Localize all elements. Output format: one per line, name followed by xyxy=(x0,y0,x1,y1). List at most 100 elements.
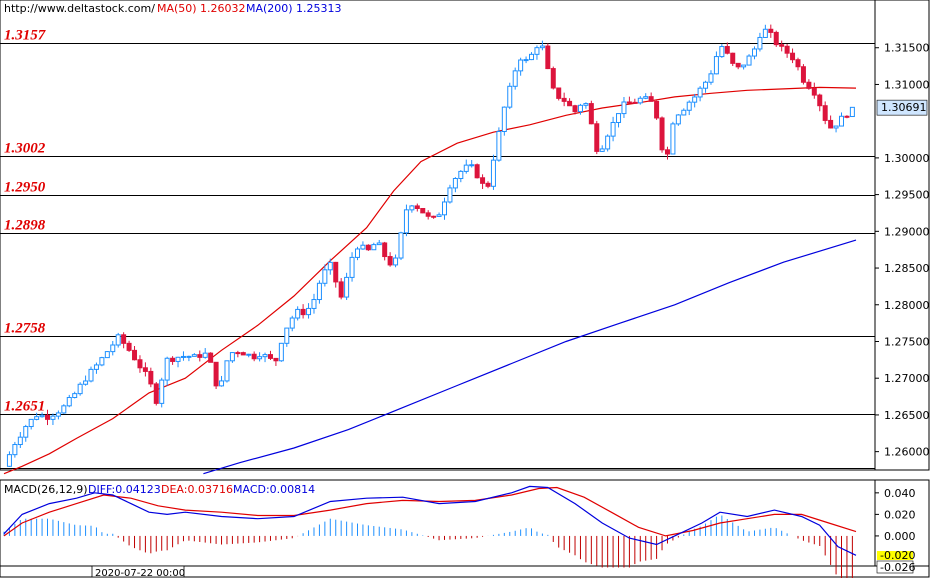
candle xyxy=(784,44,790,58)
candle xyxy=(61,404,67,414)
candle xyxy=(284,327,290,347)
candle xyxy=(735,62,741,70)
candle xyxy=(365,244,371,251)
candle xyxy=(153,382,159,406)
candle xyxy=(681,108,687,116)
macd-axis-ticks: 0.040 0.020 0.000 xyxy=(875,487,916,543)
candle xyxy=(746,54,752,66)
candle xyxy=(115,332,121,348)
candle xyxy=(45,409,51,426)
candle xyxy=(186,355,192,362)
candle xyxy=(371,242,377,251)
time-axis-bar xyxy=(0,565,930,578)
candle xyxy=(360,241,366,250)
ma200-line xyxy=(203,239,857,475)
price-tick-6: 1.28000 xyxy=(884,299,930,312)
dea-line xyxy=(3,486,857,537)
candle xyxy=(170,356,176,365)
candle xyxy=(88,366,94,383)
candle xyxy=(697,86,703,102)
candle xyxy=(675,114,681,126)
price-tick-0: 1.31500 xyxy=(884,42,930,55)
candle xyxy=(643,93,649,100)
candle xyxy=(632,98,638,104)
candle xyxy=(333,261,339,288)
candle xyxy=(550,66,556,90)
price-tick-7: 1.27500 xyxy=(884,335,930,348)
level-label-5: 1.2651 xyxy=(4,399,45,415)
candle xyxy=(142,362,148,377)
candle xyxy=(463,159,469,174)
macd-histogram xyxy=(3,515,853,578)
candle xyxy=(773,30,779,47)
macd-dea: DEA:0.03716 xyxy=(161,483,233,496)
candle xyxy=(567,98,573,107)
candle xyxy=(507,82,513,110)
price-axis-panel xyxy=(874,0,930,471)
candle xyxy=(382,241,388,261)
candle xyxy=(159,377,165,408)
macd-name: MACD(26,12,9) xyxy=(4,483,88,496)
candlesticks xyxy=(6,24,855,468)
candle xyxy=(523,56,529,64)
candle xyxy=(817,93,823,112)
candle xyxy=(398,231,404,261)
site-url[interactable]: http://www.deltastock.com/ xyxy=(4,2,155,15)
candle xyxy=(12,441,18,458)
candle xyxy=(616,113,622,128)
candle xyxy=(838,112,844,127)
candle xyxy=(99,356,105,367)
date-label: 2020-07-22 00:00 xyxy=(95,568,185,578)
candle xyxy=(425,210,431,220)
price-tick-10: 1.26000 xyxy=(884,446,930,459)
candle xyxy=(273,357,279,366)
candle xyxy=(164,356,170,386)
candle xyxy=(452,177,458,193)
candle xyxy=(828,115,834,129)
ma200-label: MA(200) xyxy=(246,2,293,15)
candle xyxy=(654,100,660,120)
candle xyxy=(626,96,632,104)
candle xyxy=(605,134,611,152)
candle xyxy=(110,341,116,356)
level-label-2: 1.2950 xyxy=(4,180,46,196)
candle xyxy=(713,51,719,75)
candle xyxy=(779,40,785,52)
candle xyxy=(83,375,89,386)
candle xyxy=(610,116,616,142)
candle xyxy=(121,332,127,349)
candle xyxy=(474,163,480,179)
candle xyxy=(23,424,29,442)
candle xyxy=(822,101,828,125)
candle xyxy=(561,92,567,107)
candle xyxy=(539,40,545,51)
candle xyxy=(648,92,654,102)
candle xyxy=(224,360,230,383)
price-tick-3: 1.29500 xyxy=(884,189,930,202)
current-price-tag: 1.30691 xyxy=(876,99,928,116)
candle xyxy=(686,100,692,116)
candle xyxy=(800,64,806,85)
candle xyxy=(529,52,535,61)
price-tick-1: 1.31000 xyxy=(884,78,930,91)
candle xyxy=(77,382,83,396)
candle xyxy=(257,352,263,362)
candle xyxy=(762,24,768,38)
macd-value-tag-label: -0.026 xyxy=(880,561,915,574)
current-price-label: 1.30691 xyxy=(881,101,927,114)
candle xyxy=(278,342,284,362)
candle xyxy=(833,125,839,133)
price-tick-5: 1.28500 xyxy=(884,262,930,275)
candle xyxy=(431,215,437,219)
moving-averages xyxy=(3,86,857,475)
candle xyxy=(251,351,257,362)
level-label-3: 1.2898 xyxy=(4,218,46,234)
candle xyxy=(556,87,562,101)
candle xyxy=(490,154,496,190)
candle xyxy=(322,264,328,287)
candle xyxy=(577,103,583,115)
candle xyxy=(393,254,399,268)
candle xyxy=(708,70,714,85)
candle xyxy=(300,304,306,319)
